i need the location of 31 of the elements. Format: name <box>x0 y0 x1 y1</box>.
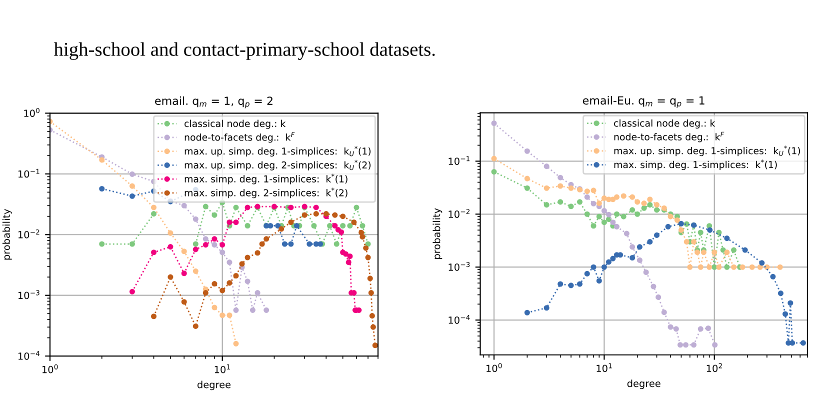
legend-label: max. up. simp. deg. 2-simplices: k$_{U}$$^{*}$(2) <box>184 160 371 170</box>
y-tick-label: 10$^{0}$ <box>24 108 40 117</box>
text: high-school and contact-primary-school datasets. <box>54 42 435 60</box>
legend-label: node-to-facets deg.: k$^{F}$ <box>184 132 295 143</box>
y-tick-label: 10$^{−3}$ <box>18 290 40 300</box>
legend-label: max. simp. deg. 1-simplices: k$^{*}$(1) <box>184 174 348 184</box>
legend-label: max. simp. deg. 2-simplices: k$^{*}$(2) <box>184 188 348 198</box>
x-axis-title: degree <box>198 380 231 390</box>
legend-label: max. simp. deg. 1-simplices: k$^{*}$(1) <box>614 160 777 170</box>
legend-label: max. up. simp. deg. 1-simplices: k$_{U}$$^{*}$(1) <box>614 146 800 156</box>
y-tick-label: 10$^{−2}$ <box>18 229 40 238</box>
x-tick-label: 10$^{1}$ <box>596 363 612 372</box>
legend-label: classical node deg.: k <box>614 119 716 129</box>
y-tick-label: 10$^{−1}$ <box>18 168 40 178</box>
chart-title: email-Eu. q$_{m}$ = q$_{p}$ = 1 <box>582 96 704 108</box>
x-tick-label: 10$^{0}$ <box>42 364 58 374</box>
legend-label: classical node deg.: k <box>184 120 286 129</box>
x-axis-title: degree <box>627 380 660 389</box>
y-axis-title: probability <box>432 208 442 259</box>
y-tick-label: 10$^{−1}$ <box>448 156 470 165</box>
legend-label: max. up. simp. deg. 1-simplices: k$_{U}$$^{*}$(1) <box>184 146 371 157</box>
legend-label: node-to-facets deg.: k$^{F}$ <box>614 132 724 142</box>
y-axis-title: probability <box>2 208 12 260</box>
x-tick-label: 10$^{2}$ <box>706 363 722 372</box>
y-tick-label: 10$^{−3}$ <box>448 262 470 271</box>
y-tick-label: 10$^{−2}$ <box>448 208 470 218</box>
y-tick-label: 10$^{−4}$ <box>448 315 470 324</box>
x-tick-label: 10$^{1}$ <box>214 364 230 374</box>
y-tick-label: 10$^{−4}$ <box>18 351 40 360</box>
chart-title: email. q$_{m}$ = 1, q$_{p}$ = 2 <box>155 96 272 108</box>
x-tick-label: 10$^{0}$ <box>486 363 502 372</box>
